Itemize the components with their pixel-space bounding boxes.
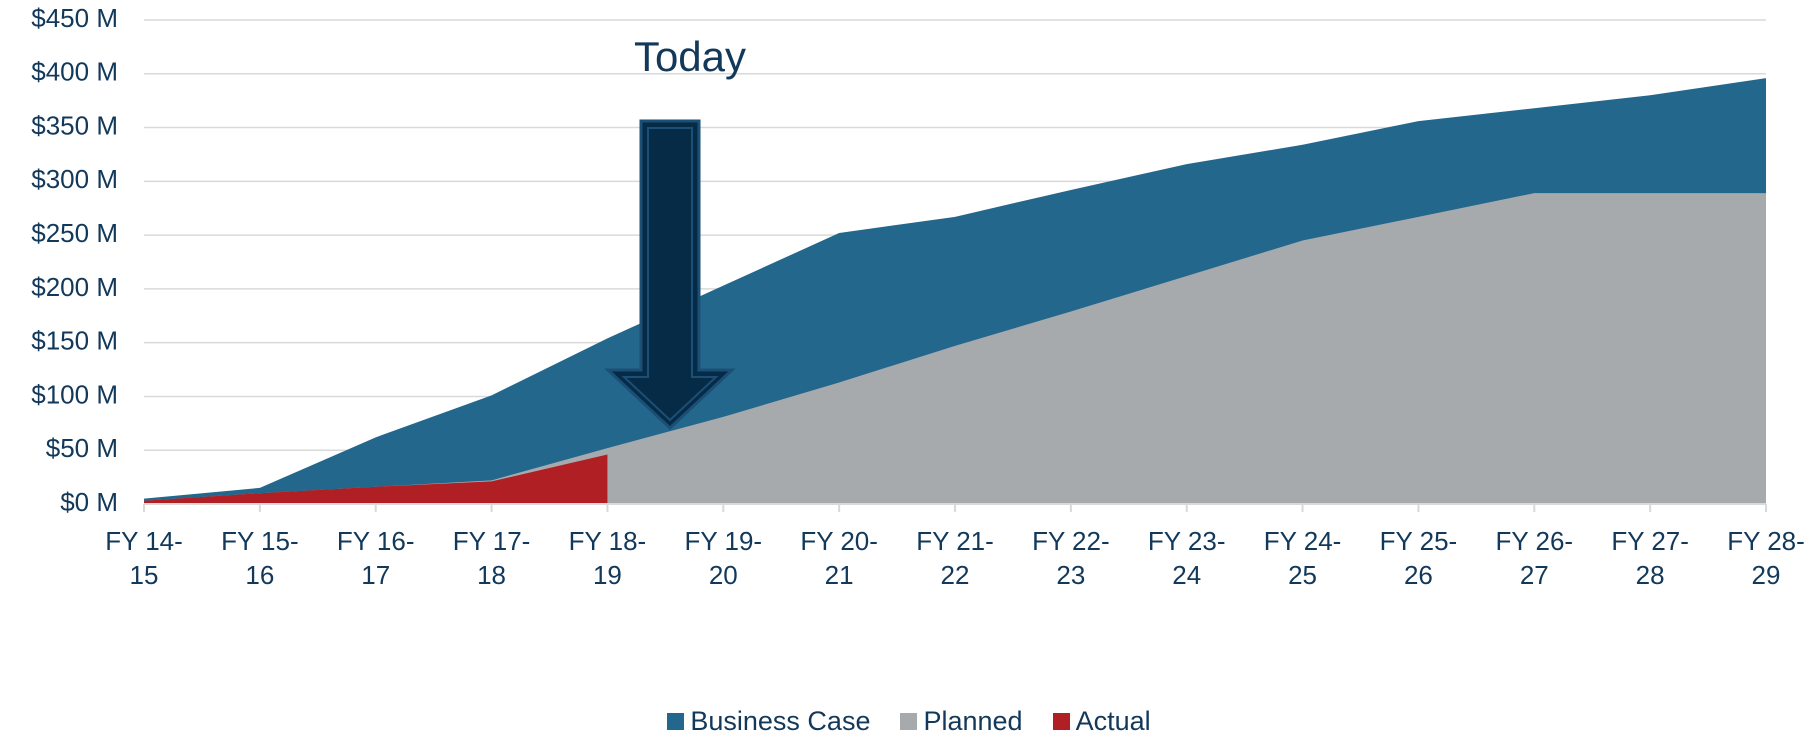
x-tick-label: FY 19-20 [684, 526, 763, 590]
legend-swatch [667, 713, 685, 730]
area [144, 454, 608, 504]
legend-item: Actual [1052, 706, 1151, 737]
legend-item: Planned [900, 706, 1023, 737]
x-tick-label: FY 24-25 [1263, 526, 1342, 590]
y-tick-label: $300 M [31, 164, 118, 194]
legend-label: Business Case [690, 706, 871, 736]
area [144, 193, 1766, 505]
x-tick-label: FY 22-23 [1032, 526, 1110, 590]
x-tick-label: FY 27-28 [1611, 526, 1689, 590]
today-arrow [604, 119, 736, 431]
legend-label: Actual [1075, 706, 1151, 736]
y-tick-label: $450 M [31, 3, 118, 33]
y-tick-label: $400 M [31, 57, 118, 87]
x-tick-label: FY 25-26 [1379, 526, 1458, 590]
legend: Business Case Planned Actual [0, 706, 1818, 737]
legend-swatch [900, 713, 918, 730]
y-tick-label: $200 M [31, 272, 118, 302]
x-tick-label: FY 14-15 [105, 526, 183, 590]
x-tick-label: FY 16-17 [336, 526, 415, 590]
annotation: Today [634, 33, 746, 80]
x-tick-label: FY 15-16 [221, 526, 299, 590]
legend-swatch [1052, 713, 1070, 730]
y-tick-label: $350 M [31, 110, 118, 140]
x-tick-label: FY 23-24 [1147, 526, 1226, 590]
y-tick-label: $50 M [46, 433, 118, 463]
x-tick-label: FY 21-22 [916, 526, 994, 590]
x-tick-label: FY 17-18 [452, 526, 531, 590]
x-tick-label: FY 20-21 [800, 526, 878, 590]
y-tick-label: $250 M [31, 218, 118, 248]
y-tick-label: $150 M [31, 326, 118, 356]
x-tick-label: FY 18-19 [568, 526, 647, 590]
y-tick-label: $0 M [60, 487, 118, 517]
legend-label: Planned [923, 706, 1023, 736]
legend-item: Business Case [667, 706, 870, 737]
x-tick-label: FY 28-29 [1727, 526, 1805, 590]
y-tick-label: $100 M [31, 379, 118, 409]
x-tick-label: FY 26-27 [1495, 526, 1574, 590]
